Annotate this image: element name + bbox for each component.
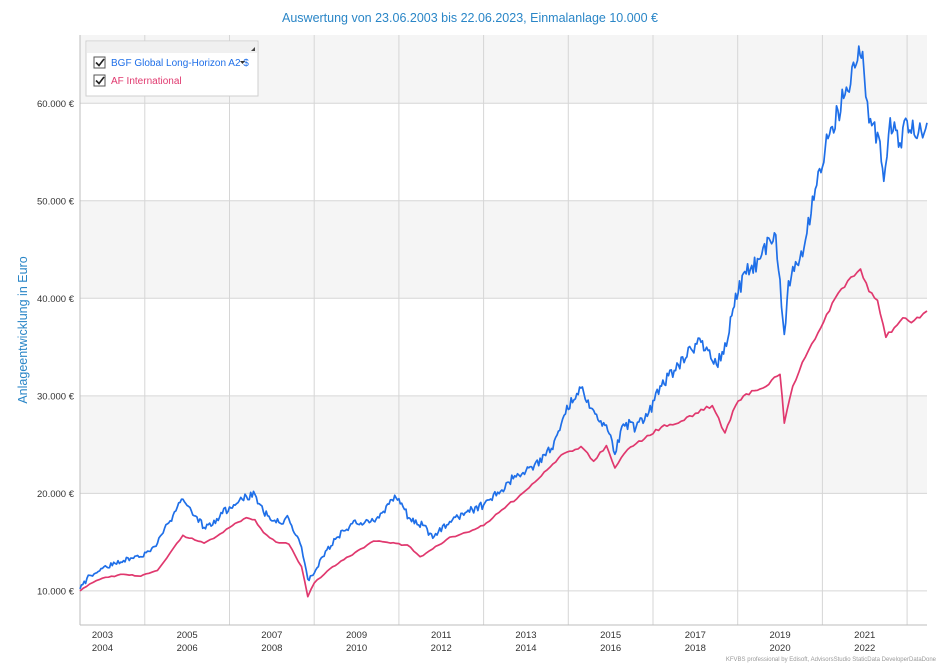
y-tick-label: 20.000 € (37, 489, 75, 500)
x-tick-label: 2011 (431, 630, 451, 641)
background-bands (80, 35, 927, 625)
footer-credit: KFVBS professional by Edisoft, AdvisorsS… (726, 657, 937, 663)
grid-band (80, 200, 927, 299)
grid-band (80, 395, 927, 494)
y-tick-label: 10.000 € (37, 586, 75, 597)
y-tick-label: 60.000 € (37, 99, 75, 110)
y-tick-label: 30.000 € (37, 391, 75, 402)
x-tick-label: 2015 (600, 630, 621, 641)
checkmark-icon (95, 76, 105, 85)
x-tick-label: 2013 (515, 630, 536, 641)
x-tick-label: 2012 (431, 643, 452, 654)
y-tick-label: 40.000 € (37, 294, 75, 305)
legend-resize-icon[interactable] (251, 47, 255, 51)
legend-item-af[interactable]: AF International (93, 74, 182, 87)
checkbox-bgf[interactable] (93, 56, 106, 69)
x-tick-label: 2006 (177, 643, 198, 654)
y-tick-label: 50.000 € (37, 196, 75, 207)
y-axis-label: Anlageentwicklung in Euro (16, 256, 30, 403)
x-tick-label: 2018 (685, 643, 706, 654)
x-tick-label: 2019 (769, 630, 790, 641)
series-lines (79, 45, 928, 598)
x-tick-label: 2022 (854, 643, 875, 654)
x-tick-label: 2009 (346, 630, 367, 641)
gridlines (79, 35, 927, 626)
x-tick-label: 2003 (92, 630, 113, 641)
x-tick-label: 2005 (177, 630, 198, 641)
x-tick-label: 2021 (854, 630, 875, 641)
legend-label-af: AF International (111, 76, 182, 87)
x-tick-label: 2008 (261, 643, 282, 654)
series-line-af (79, 268, 928, 598)
x-tick-label: 2016 (600, 643, 621, 654)
x-tick-label: 2004 (92, 643, 113, 654)
chart-title: Auswertung von 23.06.2003 bis 22.06.2023… (282, 11, 658, 25)
x-tick-label: 2010 (346, 643, 367, 654)
plot-area (80, 35, 927, 625)
y-axis-ticks: 10.000 € 20.000 € 30.000 € 40.000 € 50.000 €… (37, 99, 75, 598)
legend-header (87, 42, 257, 53)
x-tick-label: 2014 (515, 643, 536, 654)
x-axis-ticks: 2003 2004 2005 2006 2007 2008 2009 2010 2011 2012… (92, 630, 875, 654)
checkbox-af[interactable] (93, 74, 106, 87)
chevron-down-icon[interactable] (240, 61, 245, 64)
x-tick-label: 2017 (685, 630, 706, 641)
checkmark-icon (95, 58, 105, 67)
series-line-bgf (79, 45, 928, 590)
legend-item-bgf[interactable]: BGF Global Long-Horizon A2 $ (93, 56, 249, 69)
legend-label-bgf: BGF Global Long-Horizon A2 $ (111, 58, 249, 69)
legend: BGF Global Long-Horizon A2 $ AF Internat… (85, 40, 259, 97)
x-tick-label: 2020 (769, 643, 790, 654)
x-tick-label: 2007 (261, 630, 282, 641)
